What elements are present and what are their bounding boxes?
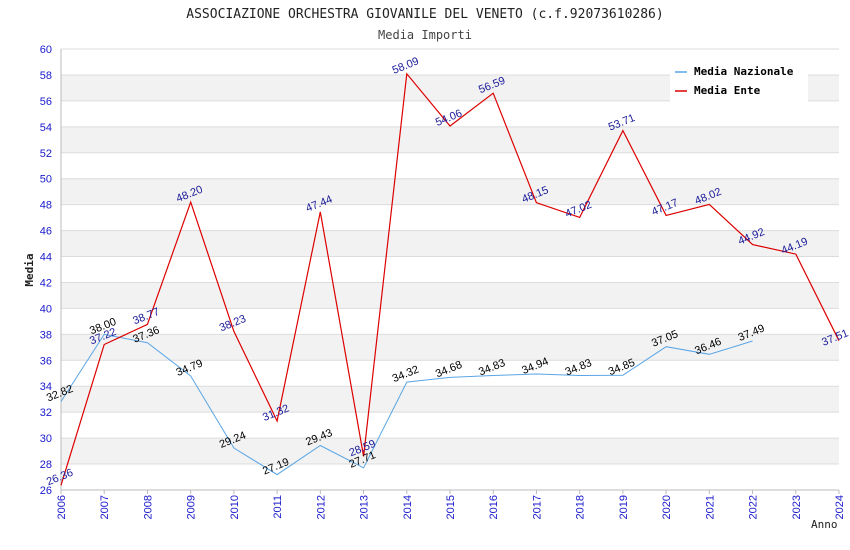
series-lines [60, 72, 840, 486]
grid-band [61, 334, 839, 361]
y-tick-label: 60 [40, 44, 52, 56]
y-tick-label: 34 [40, 381, 52, 393]
y-tick-label: 30 [40, 433, 52, 445]
x-tick-label: 2017 [531, 495, 543, 519]
grid-band [61, 126, 839, 153]
y-tick-label: 56 [40, 96, 52, 108]
y-tick-label: 52 [40, 148, 52, 160]
x-tick-label: 2006 [56, 495, 68, 519]
x-tick-label: 2008 [142, 495, 154, 519]
y-tick-label: 46 [40, 226, 52, 238]
y-tick-label: 38 [40, 329, 52, 341]
grid-band [61, 178, 839, 205]
axes [60, 49, 840, 494]
grid-band [61, 438, 839, 465]
legend-label-media-ente: Media Ente [694, 84, 761, 97]
y-axis-label: Media [23, 253, 36, 286]
background-bands [61, 74, 839, 465]
x-tick-label: 2015 [445, 495, 457, 519]
y-tick-label: 32 [40, 407, 52, 419]
data-label-media-ente: 38.23 [218, 313, 248, 334]
x-tick-label: 2014 [402, 495, 414, 519]
x-tick-label: 2021 [704, 495, 716, 519]
data-label-media-ente: 38.77 [131, 306, 161, 327]
x-tick-label: 2011 [272, 495, 284, 519]
x-tick-label: 2012 [315, 495, 327, 519]
y-tick-label: 36 [40, 355, 52, 367]
data-label-media-ente: 54.06 [434, 107, 464, 128]
y-tick-label: 58 [40, 70, 52, 82]
x-tick-label: 2022 [748, 495, 760, 519]
grid-band [61, 282, 839, 309]
x-tick-label: 2010 [229, 495, 241, 519]
y-tick-label: 42 [40, 277, 52, 289]
x-tick-label: 2019 [618, 495, 630, 519]
grid-band [61, 230, 839, 257]
series-line-media-nazionale [60, 333, 753, 476]
chart-subtitle: Media Importi [378, 28, 472, 42]
legend-box [670, 62, 808, 102]
y-tick-label: 28 [40, 459, 52, 471]
y-tick-label: 48 [40, 200, 52, 212]
x-tick-label: 2024 [834, 495, 846, 519]
y-tick-label: 40 [40, 303, 52, 315]
data-label-media-nazionale: 34.32 [391, 364, 421, 385]
x-tick-label: 2013 [359, 495, 371, 519]
x-tick-label: 2023 [791, 495, 803, 519]
x-tick-label: 2009 [186, 495, 198, 519]
y-tick-label: 54 [40, 122, 52, 134]
x-tick-label: 2020 [661, 495, 673, 519]
x-tick-label: 2016 [488, 495, 500, 519]
legend: Media Nazionale Media Ente [670, 62, 808, 102]
data-label-media-ente: 58.09 [391, 55, 421, 76]
x-tick-labels: 2006 2007 2008 2009 2010 2011 2012 2013 2014 2015… [56, 495, 846, 519]
y-tick-label: 44 [40, 252, 52, 264]
grid-band [61, 386, 839, 413]
x-tick-label: 2018 [575, 495, 587, 519]
x-tick-label: 2007 [99, 495, 111, 519]
chart-title: ASSOCIAZIONE ORCHESTRA GIOVANILE DEL VEN… [186, 7, 663, 22]
y-tick-label: 50 [40, 174, 52, 186]
x-axis-label: Anno [811, 518, 838, 531]
y-tick-label: 26 [40, 485, 52, 497]
series-line-media-ente [60, 72, 840, 486]
y-tick-labels: 26 28 30 32 34 36 38 40 42 44 46 48 50 52 54 56 58 60 [40, 44, 52, 497]
legend-label-media-nazionale: Media Nazionale [694, 65, 794, 78]
